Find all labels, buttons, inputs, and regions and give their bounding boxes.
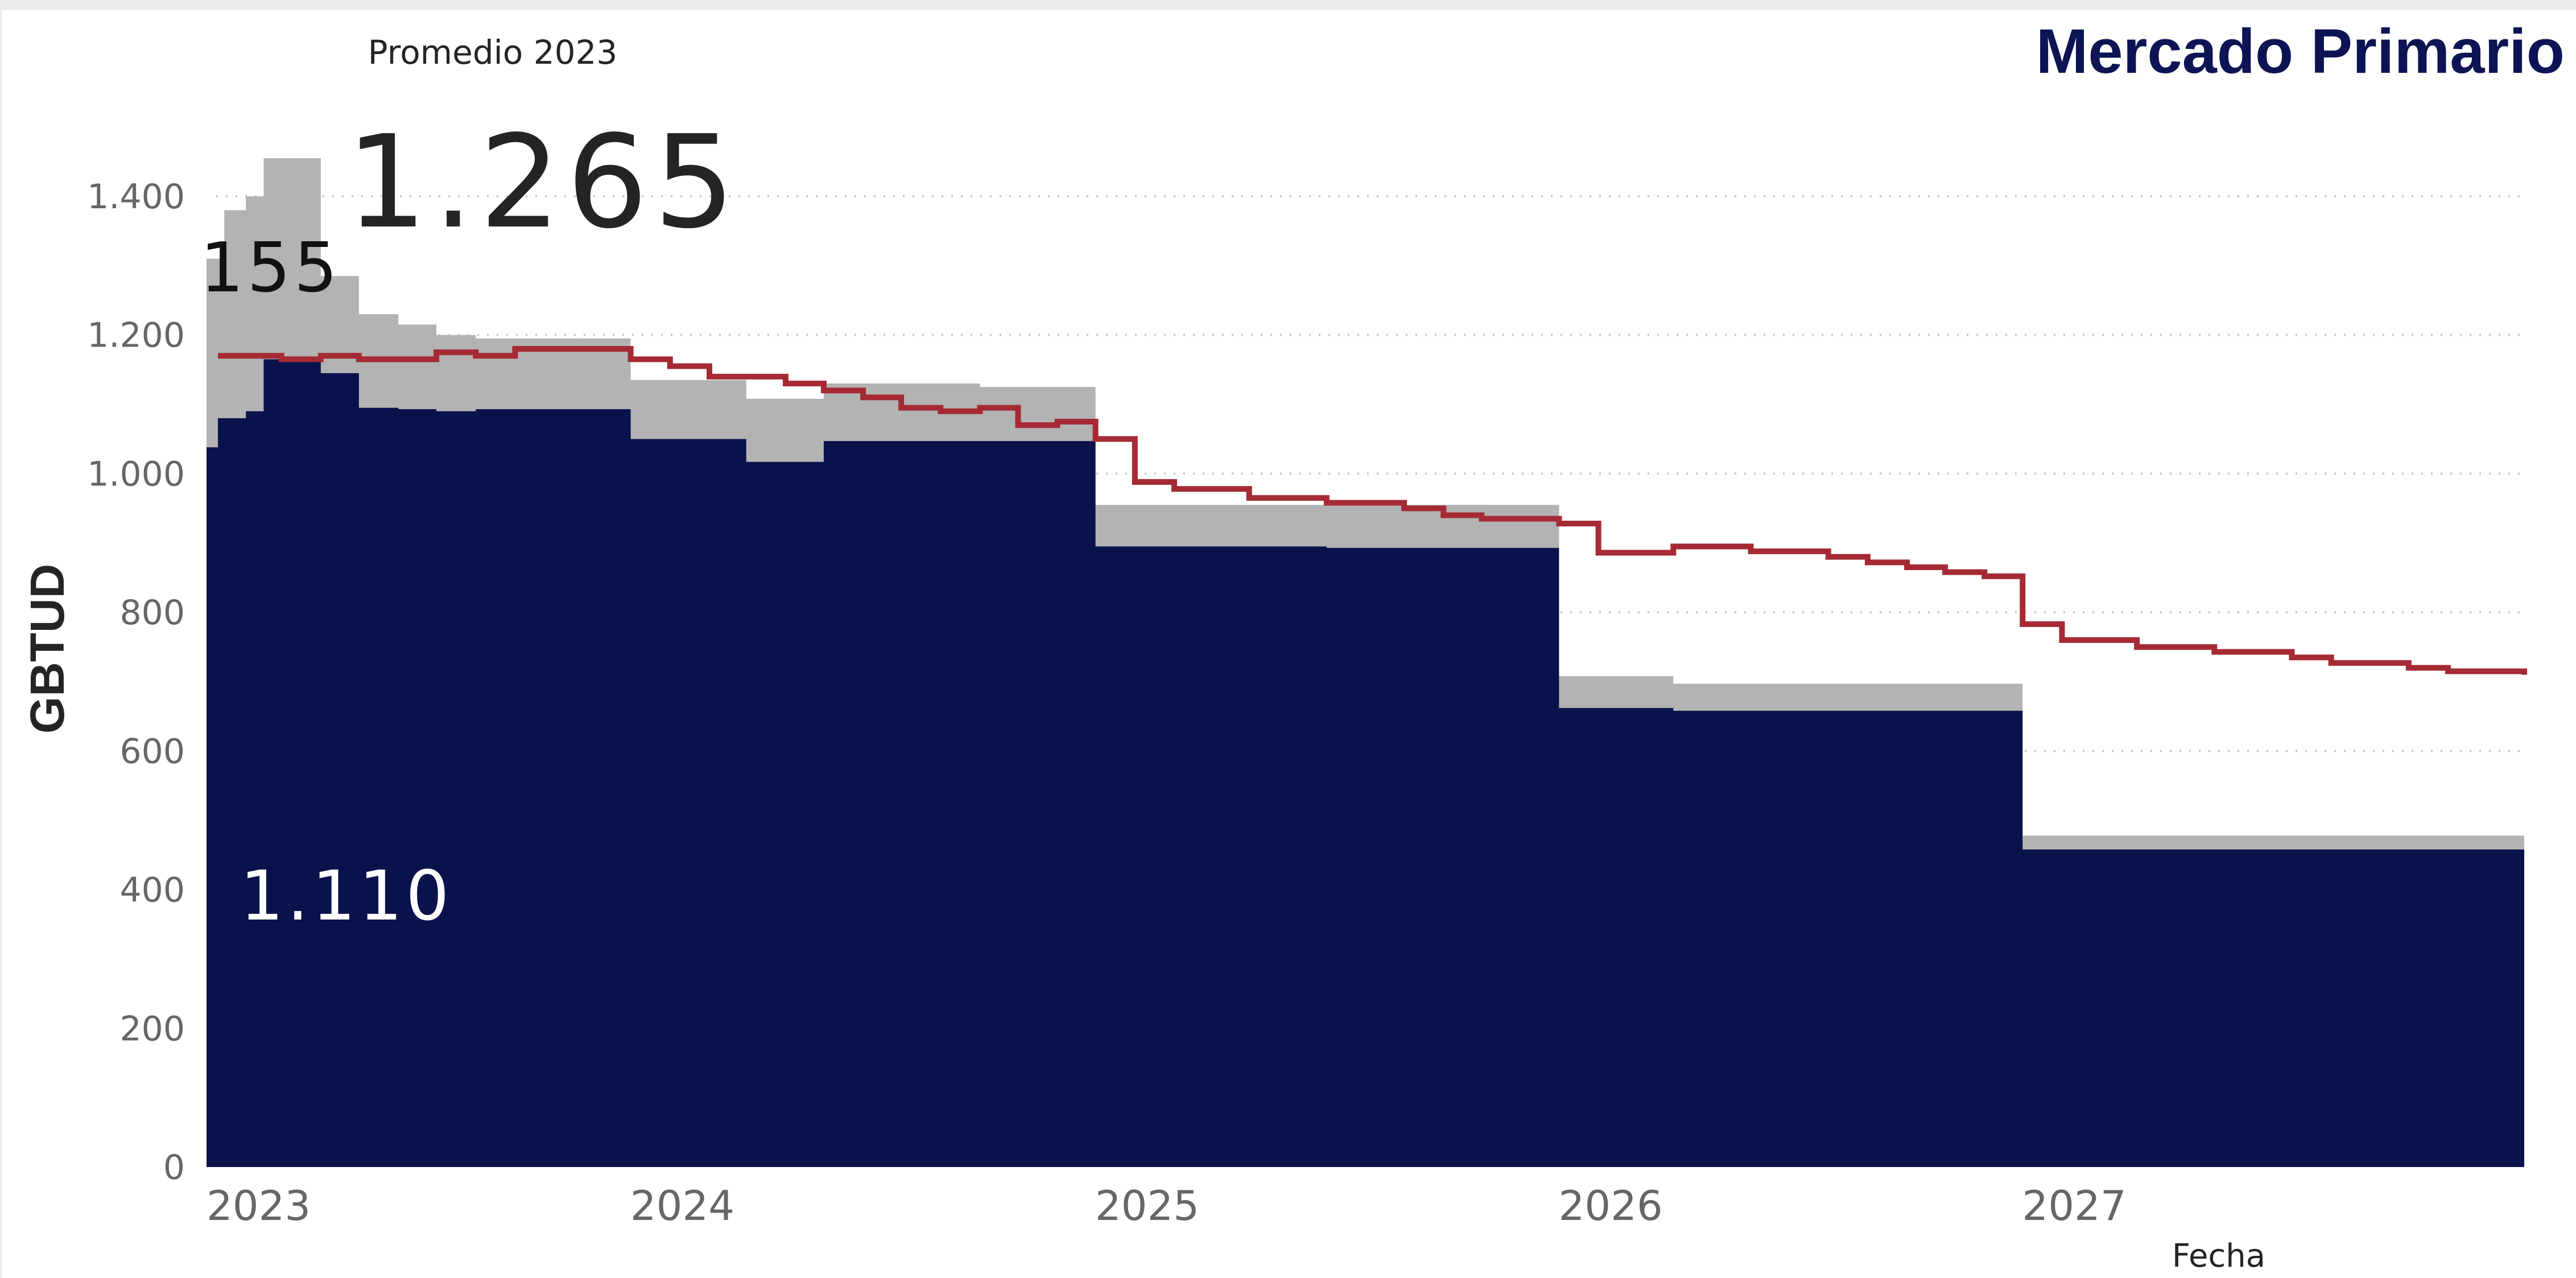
y-tick-label-2: 400 <box>119 871 185 910</box>
y-tick-label-3: 600 <box>119 732 185 772</box>
y-tick-label-4: 800 <box>119 593 185 633</box>
y-tick-label-7: 1.400 <box>87 177 185 217</box>
y-tick-label-0: 0 <box>163 1148 185 1188</box>
kpi-value: 1.265 <box>346 108 741 257</box>
x-axis-ticks: 2023 2024 2025 2026 2027 <box>207 1182 2127 1230</box>
left-border <box>0 10 2 1278</box>
x-tick-label-2025: 2025 <box>1095 1182 1199 1230</box>
y-tick-label-1: 200 <box>119 1009 185 1049</box>
base-data-label: 1.110 <box>240 857 453 936</box>
x-tick-label-2027: 2027 <box>2022 1182 2126 1230</box>
kpi-caption: Promedio 2023 <box>368 33 618 72</box>
y-tick-label-5: 1.000 <box>87 454 185 494</box>
additional-data-label: 155 <box>200 229 341 308</box>
top-border <box>0 0 2576 10</box>
x-tick-label-2024: 2024 <box>630 1182 734 1230</box>
y-axis-title: GBTUD <box>20 564 74 734</box>
demand-step-line <box>218 346 2527 675</box>
x-axis-title: Fecha <box>2172 1238 2265 1275</box>
page-title: Mercado Primario <box>2036 17 2565 86</box>
x-tick-label-2026: 2026 <box>1559 1182 1663 1230</box>
y-axis-ticks: 0 200 400 600 800 1.000 1.200 1.400 <box>87 177 185 1188</box>
x-tick-label-2023: 2023 <box>207 1182 311 1230</box>
y-tick-label-6: 1.200 <box>87 316 185 356</box>
base-supply-area <box>207 359 2524 1167</box>
